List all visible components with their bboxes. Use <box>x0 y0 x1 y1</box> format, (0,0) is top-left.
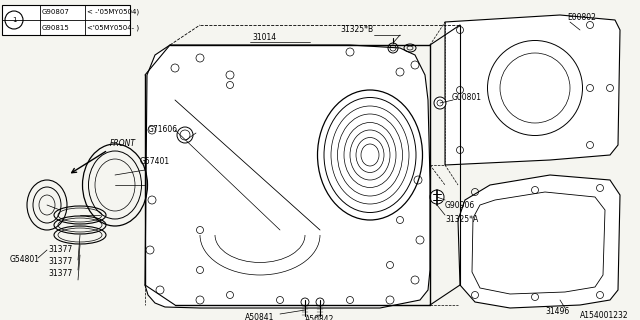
Text: 31377: 31377 <box>48 245 72 254</box>
Text: A50841: A50841 <box>245 313 275 320</box>
Text: G00801: G00801 <box>452 92 482 101</box>
Text: G90815: G90815 <box>42 25 70 31</box>
Text: 31014: 31014 <box>252 34 276 43</box>
Text: A154001232: A154001232 <box>580 310 628 319</box>
Text: <'05MY0504- ): <'05MY0504- ) <box>87 25 139 31</box>
Text: G90807: G90807 <box>42 9 70 15</box>
Text: 1: 1 <box>12 17 16 23</box>
Polygon shape <box>458 175 620 308</box>
Polygon shape <box>445 15 620 165</box>
Text: 31325*B: 31325*B <box>340 26 373 35</box>
Text: G57401: G57401 <box>140 157 170 166</box>
Text: FRONT: FRONT <box>110 139 136 148</box>
Text: 31377: 31377 <box>48 269 72 278</box>
Text: 31325*A: 31325*A <box>445 215 478 225</box>
Polygon shape <box>2 5 130 35</box>
Text: < -'05MY0504): < -'05MY0504) <box>87 9 139 15</box>
Circle shape <box>430 190 444 204</box>
Text: 31496: 31496 <box>545 308 569 316</box>
Polygon shape <box>145 45 430 308</box>
Circle shape <box>434 97 446 109</box>
Text: G90906: G90906 <box>445 201 476 210</box>
Text: G71606: G71606 <box>148 125 178 134</box>
Text: E00802: E00802 <box>567 13 596 22</box>
Text: G54801: G54801 <box>10 255 40 265</box>
Polygon shape <box>472 192 605 294</box>
Text: A50842: A50842 <box>305 316 334 320</box>
Text: 31377: 31377 <box>48 258 72 267</box>
